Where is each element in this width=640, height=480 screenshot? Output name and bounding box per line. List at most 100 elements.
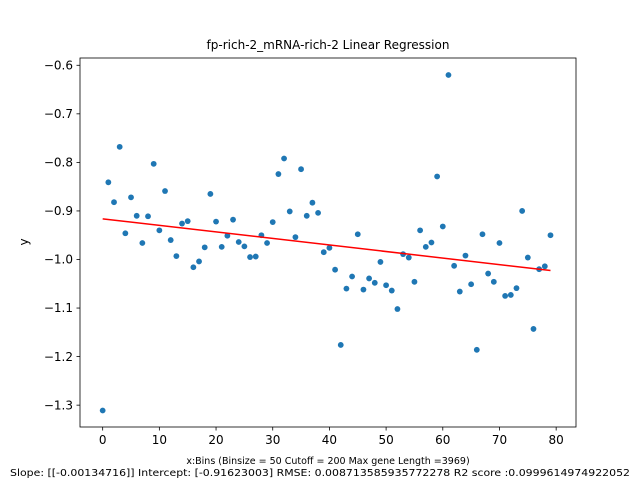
data-point — [547, 232, 554, 239]
data-point — [479, 231, 486, 238]
data-point — [485, 270, 492, 277]
data-point — [303, 212, 310, 219]
x-tick-label: 60 — [435, 433, 450, 447]
data-point — [524, 254, 531, 261]
data-point — [507, 292, 514, 298]
data-point — [218, 243, 225, 250]
x-tick-label: 20 — [208, 433, 223, 447]
data-point — [462, 252, 469, 259]
data-point — [111, 199, 117, 206]
x-tick-label: 80 — [549, 433, 564, 447]
data-point — [99, 407, 106, 414]
data-point — [519, 208, 526, 214]
data-point — [292, 234, 299, 241]
data-point — [354, 231, 361, 238]
x-axis-ticks: 0 10 20 30 40 50 60 70 80 — [99, 427, 564, 447]
data-point — [252, 253, 259, 260]
data-point — [309, 199, 316, 206]
data-point — [286, 208, 293, 215]
data-point — [502, 293, 509, 299]
data-point — [167, 237, 174, 243]
data-point — [428, 239, 435, 246]
data-point — [366, 275, 372, 282]
data-point — [201, 244, 208, 251]
x-tick-label: 10 — [152, 433, 167, 447]
data-point — [179, 220, 185, 227]
data-point — [473, 346, 480, 353]
y-tick-label: −1.2 — [44, 350, 73, 364]
x-axis-label: x:Bins (Binsize = 50 Cutoff = 200 Max ge… — [186, 456, 469, 467]
data-point — [196, 258, 202, 265]
data-point — [332, 266, 338, 273]
data-point — [224, 232, 231, 239]
data-point — [190, 264, 197, 271]
y-tick-label: −0.7 — [44, 107, 73, 121]
data-point — [326, 244, 333, 251]
data-point — [275, 171, 282, 177]
x-tick-label: 50 — [378, 433, 393, 447]
data-point — [139, 240, 146, 246]
x-tick-label: 70 — [492, 433, 507, 447]
chart-title: fp-rich-2_mRNA-rich-2 Linear Regression — [207, 38, 450, 52]
y-tick-label: −1.3 — [44, 398, 73, 412]
data-point — [434, 173, 441, 180]
data-point — [541, 263, 548, 270]
data-point — [394, 306, 401, 312]
data-point — [184, 218, 191, 225]
data-point — [445, 72, 452, 78]
y-tick-label: −1.0 — [44, 253, 73, 267]
data-point — [405, 254, 412, 261]
y-tick-label: −0.6 — [44, 58, 73, 72]
data-marks — [99, 72, 554, 414]
data-point — [371, 279, 378, 286]
x-tick-label: 30 — [265, 433, 280, 447]
data-point — [337, 342, 344, 348]
y-tick-label: −0.8 — [44, 156, 73, 170]
y-axis-ticks: −1.3 −1.2 −1.1 −1.0 −0.9 −0.8 −0.7 −0.6 — [44, 58, 80, 412]
data-point — [173, 253, 180, 259]
data-point — [439, 223, 446, 230]
data-point — [150, 160, 157, 167]
y-axis-label: y — [17, 238, 31, 245]
plot-area-frame — [79, 57, 577, 428]
data-point — [145, 213, 151, 220]
data-point — [360, 286, 367, 293]
y-tick-label: −0.9 — [44, 204, 73, 218]
data-point — [156, 227, 163, 234]
data-point — [162, 188, 168, 194]
data-point — [422, 243, 429, 250]
data-point — [298, 166, 304, 173]
data-point — [247, 254, 253, 260]
data-point — [264, 240, 270, 246]
data-point — [388, 287, 395, 294]
data-point — [133, 212, 140, 219]
data-point — [235, 239, 242, 245]
data-point — [377, 259, 384, 265]
data-point — [122, 230, 129, 237]
data-point — [417, 227, 424, 234]
x-tick-label: 0 — [99, 433, 107, 447]
data-point — [411, 278, 418, 285]
data-point — [241, 243, 248, 250]
data-point — [207, 191, 214, 197]
data-point — [490, 278, 497, 285]
data-point — [451, 262, 458, 269]
data-point — [513, 285, 520, 292]
data-point — [456, 288, 463, 295]
data-point — [343, 285, 350, 292]
y-tick-label: −1.1 — [44, 301, 73, 315]
data-point — [128, 194, 134, 201]
data-point — [320, 249, 327, 256]
data-point — [496, 240, 503, 246]
data-point — [383, 282, 389, 289]
data-point — [315, 209, 321, 216]
data-point — [213, 218, 219, 225]
x-tick-label: 40 — [322, 433, 337, 447]
data-point — [230, 216, 236, 223]
data-point — [530, 326, 537, 332]
regression-stats-caption: Slope: [[-0.00134716]] Intercept: [-0.91… — [10, 468, 630, 479]
data-point — [468, 281, 475, 288]
data-point — [281, 155, 287, 162]
data-point — [105, 179, 112, 186]
